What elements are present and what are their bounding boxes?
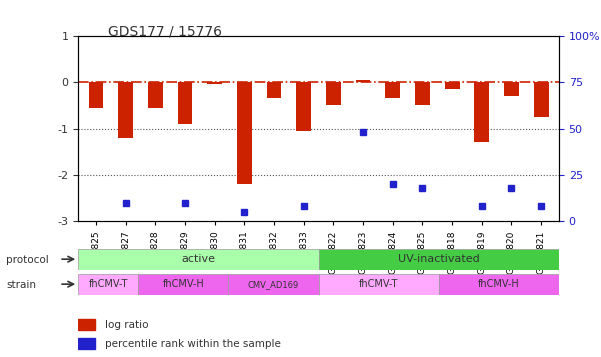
Text: fhCMV-H: fhCMV-H [478, 279, 520, 289]
Text: fhCMV-T: fhCMV-T [88, 279, 128, 289]
Text: strain: strain [6, 280, 36, 290]
FancyBboxPatch shape [138, 274, 228, 295]
Text: GDS177 / 15776: GDS177 / 15776 [108, 25, 222, 39]
FancyBboxPatch shape [319, 249, 559, 270]
Bar [356, 80, 370, 82]
FancyBboxPatch shape [439, 274, 559, 295]
Bar [177, 82, 192, 124]
Bar [445, 82, 460, 89]
Bar [296, 82, 311, 131]
Bar [534, 82, 549, 117]
FancyBboxPatch shape [78, 274, 138, 295]
Bar [504, 82, 519, 96]
Bar [326, 82, 341, 105]
Bar [207, 82, 222, 84]
Text: protocol: protocol [6, 255, 49, 265]
Bar [88, 82, 103, 108]
Bar [148, 82, 163, 108]
Bar [118, 82, 133, 138]
Text: UV-inactivated: UV-inactivated [398, 254, 480, 264]
Bar [78, 319, 95, 330]
FancyBboxPatch shape [319, 274, 439, 295]
FancyBboxPatch shape [228, 274, 319, 295]
Bar [78, 338, 95, 349]
Bar [237, 82, 252, 184]
Text: log ratio: log ratio [105, 320, 148, 330]
FancyBboxPatch shape [78, 249, 319, 270]
Text: fhCMV-H: fhCMV-H [162, 279, 204, 289]
Bar [474, 82, 489, 142]
Text: percentile rank within the sample: percentile rank within the sample [105, 339, 281, 349]
Bar [267, 82, 281, 98]
Text: CMV_AD169: CMV_AD169 [248, 280, 299, 289]
Bar [385, 82, 400, 98]
Text: fhCMV-T: fhCMV-T [359, 279, 398, 289]
Text: active: active [182, 254, 215, 264]
Bar [415, 82, 430, 105]
